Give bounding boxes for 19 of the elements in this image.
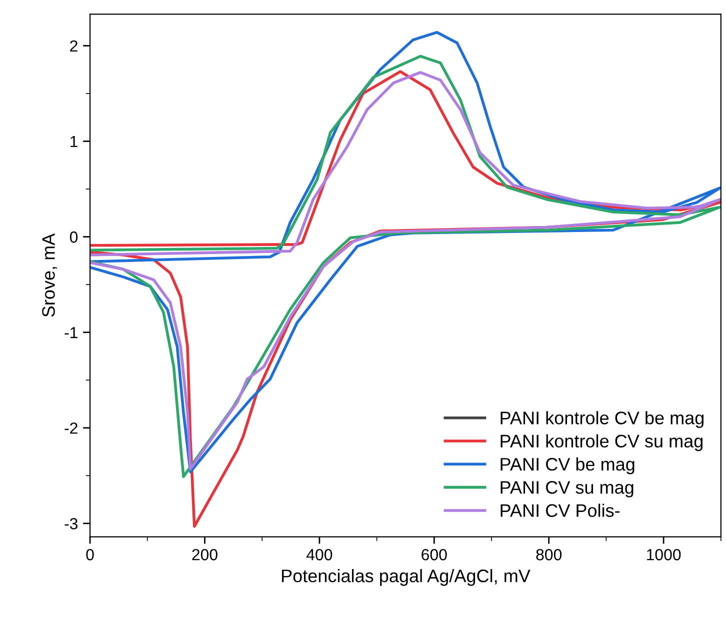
legend-label: PANI CV su mag [500, 481, 634, 498]
x-axis-title: Potencialas pagal Ag/AgCl, mV [282, 569, 530, 586]
x-tick-label: 800 [536, 549, 562, 560]
y-tick-label: -2 [64, 422, 78, 434]
x-tick-label: 0 [86, 549, 94, 560]
y-tick-label: -1 [64, 327, 78, 338]
x-tick-label: 600 [422, 549, 447, 560]
legend-label: PANI kontrole CV be mag [500, 411, 704, 428]
legend-label: PANI CV be mag [500, 457, 634, 474]
y-tick-label: -3 [64, 518, 78, 530]
legend-label: PANI CV Polis- [500, 504, 620, 517]
y-tick-label: 1 [70, 136, 78, 148]
y-tick-label: 0 [70, 231, 78, 243]
y-tick-label: 2 [70, 40, 78, 52]
y-axis-title: Srove, mA [42, 233, 58, 317]
x-tick-label: 400 [306, 549, 332, 560]
legend-label: PANI kontrole CV su mag [500, 434, 702, 452]
x-tick-label: 1000 [647, 549, 681, 560]
x-tick-label: 200 [192, 549, 218, 560]
